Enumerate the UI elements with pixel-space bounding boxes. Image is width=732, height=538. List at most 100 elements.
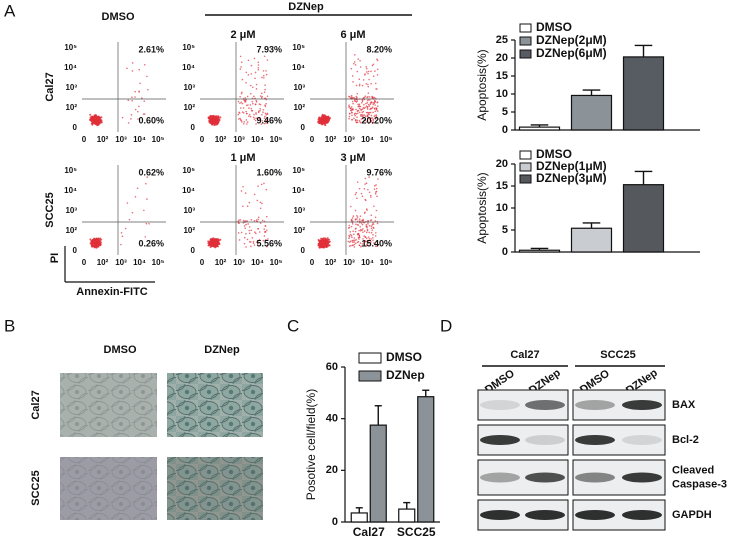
x-tick-label: 10³ [343, 258, 355, 267]
event-dot [261, 219, 264, 222]
y-tick-label: 10⁴ [64, 63, 77, 72]
quadrant-percent: 9.46% [256, 115, 282, 125]
event-dot [239, 107, 242, 109]
event-dot [373, 115, 376, 118]
event-dot [240, 66, 242, 68]
event-dot [326, 244, 329, 247]
event-dot [367, 92, 370, 94]
event-dot [366, 106, 369, 109]
blot-band [525, 510, 565, 520]
event-dot [351, 114, 353, 117]
event-dot [350, 109, 353, 112]
event-dot [257, 64, 260, 66]
legend-swatch [519, 150, 532, 160]
event-dot [258, 117, 261, 120]
event-dot [372, 118, 374, 120]
blot-band [575, 510, 615, 520]
event-dot [242, 122, 245, 125]
event-dot [361, 111, 364, 114]
event-dot [348, 104, 350, 106]
event-dot [248, 226, 251, 228]
event-dot [246, 205, 249, 207]
event-dot [253, 57, 256, 60]
event-dot [323, 240, 326, 243]
event-dot [349, 233, 352, 236]
event-dot [239, 117, 241, 120]
event-dot [324, 118, 327, 121]
x-tick-label: 0 [310, 258, 315, 267]
event-dot [209, 116, 212, 119]
event-dot [127, 99, 130, 102]
event-dot [369, 111, 372, 114]
event-dot [237, 118, 240, 120]
x-tick-label: SCC25 [397, 525, 436, 538]
event-dot [214, 119, 217, 122]
event-dot [262, 70, 265, 72]
event-dot [259, 207, 262, 210]
event-dot [130, 114, 133, 116]
event-dot [250, 64, 253, 67]
y-tick-label: 60 [326, 361, 338, 373]
event-dot [374, 70, 376, 72]
event-dot [366, 108, 369, 110]
event-dot [131, 70, 134, 72]
event-dot [358, 107, 361, 110]
event-dot [355, 227, 357, 230]
legend-label: DMSO [536, 147, 572, 161]
event-dot [363, 114, 366, 116]
event-dot [360, 245, 362, 248]
legend-label: DZNep(1μM) [536, 159, 607, 173]
event-dot [324, 115, 327, 118]
event-dot [259, 231, 261, 233]
event-dot [363, 96, 366, 99]
event-dot [255, 83, 258, 86]
event-dot [92, 115, 95, 118]
event-dot [259, 201, 262, 204]
group-header: Cal27 [510, 349, 539, 361]
event-dot [261, 202, 263, 205]
event-dot [370, 219, 373, 221]
event-dot [128, 218, 131, 221]
event-dot [354, 54, 356, 56]
event-dot [98, 120, 101, 123]
event-dot [239, 95, 241, 98]
event-dot [209, 239, 212, 242]
event-dot [357, 103, 359, 106]
event-dot [361, 108, 364, 110]
event-dot [360, 118, 363, 120]
event-dot [373, 185, 376, 187]
event-dot [358, 187, 361, 190]
event-dot [127, 122, 130, 124]
event-dot [356, 218, 358, 220]
event-dot [253, 244, 256, 246]
y-tick-label: 10³ [293, 83, 305, 92]
event-dot [354, 114, 356, 117]
event-dot [372, 121, 374, 123]
event-dot [93, 241, 96, 244]
legend-label: DZNep [386, 368, 425, 382]
x-tick-label: 10⁴ [251, 258, 264, 267]
event-dot [350, 94, 353, 97]
event-dot [376, 74, 379, 76]
event-dot [376, 110, 379, 112]
event-dot [146, 75, 148, 78]
y-tick-label: 10⁴ [182, 186, 195, 195]
event-dot [254, 71, 257, 74]
quadrant-percent: 0.60% [138, 115, 164, 125]
event-dot [148, 222, 150, 225]
group-header: SCC25 [600, 349, 635, 361]
event-dot [370, 238, 372, 240]
event-dot [319, 241, 322, 244]
event-dot [213, 121, 216, 124]
event-dot [245, 110, 248, 113]
event-dot [375, 122, 378, 124]
event-dot [131, 100, 133, 102]
event-dot [89, 113, 92, 116]
event-dot [350, 106, 353, 108]
event-dot [317, 238, 320, 241]
bar [570, 227, 613, 253]
event-dot [134, 196, 137, 198]
event-dot [210, 119, 213, 122]
event-dot [321, 241, 324, 244]
event-dot [147, 88, 149, 91]
